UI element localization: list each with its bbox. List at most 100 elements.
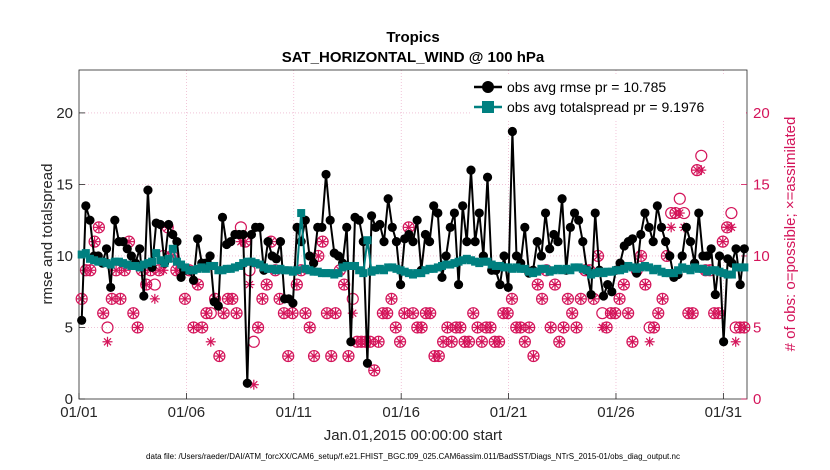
- obs-possible-point: [368, 364, 381, 377]
- obs-possible-point: [613, 292, 626, 305]
- asterisk-stroke: [602, 323, 611, 332]
- spread-point: [342, 261, 351, 270]
- obs-assimilated-point: [317, 236, 328, 247]
- obs-possible-point: [708, 307, 721, 320]
- obs-possible-point: [544, 321, 557, 334]
- spread-point: [462, 254, 471, 263]
- rmse-point: [346, 337, 356, 347]
- obs-possible-point: [105, 292, 118, 305]
- obs-assimilated-point: [575, 293, 586, 304]
- spread-point: [653, 264, 662, 273]
- rmse-point: [217, 212, 228, 222]
- spread-point: [661, 269, 670, 278]
- spread-point: [524, 267, 533, 276]
- obs-assimilated-point: [149, 293, 160, 304]
- obs-possible-point: [316, 235, 329, 248]
- rmse-point: [288, 298, 298, 308]
- spread-point: [371, 266, 380, 275]
- obs-assimilated-point: [179, 293, 190, 304]
- obs-possible-point: [419, 307, 433, 320]
- asterisk-stroke: [305, 323, 314, 332]
- spread-point: [450, 259, 459, 268]
- asterisk-stroke: [99, 309, 108, 318]
- rmse-point: [466, 165, 476, 175]
- legend-spread-label: obs avg totalspread pr = 9.1976: [507, 99, 705, 115]
- rmse-point: [644, 222, 654, 232]
- spread-point: [222, 264, 231, 273]
- rmse-point: [101, 244, 112, 254]
- obs-possible-point: [411, 321, 424, 334]
- rmse-point: [122, 244, 132, 254]
- obs-possible-point: [260, 278, 273, 291]
- spread-point: [458, 256, 467, 265]
- obs-possible-point: [432, 349, 445, 363]
- obs-assimilated-point: [519, 336, 530, 347]
- asterisk-stroke: [318, 237, 327, 246]
- spread-point: [574, 263, 583, 272]
- obs-assimilated-point: [102, 336, 113, 347]
- asterisk-stroke: [443, 323, 452, 332]
- spread-point: [587, 270, 596, 279]
- obs-possible-point: [437, 335, 450, 348]
- rmse-point: [135, 244, 145, 254]
- rmse-point: [578, 237, 588, 247]
- obs-possible-point: [428, 349, 441, 363]
- rmse-point: [387, 222, 397, 232]
- spread-point: [665, 269, 674, 278]
- spread-point: [487, 260, 496, 269]
- spread-point: [632, 264, 641, 273]
- asterisk-stroke: [279, 309, 288, 318]
- rmse-point: [321, 169, 331, 180]
- spread-point: [309, 267, 318, 276]
- obs-assimilated-point: [554, 336, 565, 347]
- spread-point: [500, 263, 509, 272]
- y2-tick-label: 5: [753, 319, 761, 336]
- obs-assimilated-point: [601, 322, 612, 333]
- asterisk-stroke: [228, 294, 237, 303]
- spread-point: [388, 263, 397, 272]
- spread-point: [454, 257, 463, 266]
- asterisk-stroke: [417, 323, 426, 332]
- rmse-point: [176, 272, 186, 283]
- asterisk-stroke: [740, 323, 749, 332]
- rmse-point: [317, 222, 327, 232]
- asterisk-stroke: [533, 280, 542, 289]
- rmse-point: [172, 237, 182, 247]
- obs-assimilated-point: [326, 351, 337, 362]
- obs-possible-point: [127, 307, 140, 320]
- rmse-point: [640, 208, 650, 218]
- rmse-point: [213, 301, 223, 311]
- spread-point: [181, 263, 190, 272]
- obs-possible-point: [462, 335, 476, 348]
- obs-possible-point: [535, 292, 549, 305]
- spread-point: [168, 244, 177, 253]
- rmse-point: [507, 126, 517, 137]
- spread-point: [624, 261, 633, 270]
- legend-box: [470, 75, 746, 119]
- obs-possible-point: [325, 349, 338, 363]
- spread-point: [235, 261, 244, 270]
- spread-point: [363, 236, 372, 245]
- obs-possible-point: [527, 349, 540, 363]
- obs-assimilated-point: [442, 322, 453, 333]
- rmse-point: [694, 208, 704, 218]
- obs-possible-point: [505, 292, 519, 305]
- asterisk-stroke: [284, 352, 293, 361]
- spread-point: [504, 263, 513, 272]
- spread-point: [375, 264, 384, 273]
- obs-assimilated-point: [304, 322, 315, 333]
- chart-subtitle: SAT_HORIZONTAL_WIND @ 100 hPa: [282, 49, 545, 66]
- obs-assimilated-point: [395, 336, 406, 347]
- rmse-point: [226, 237, 236, 247]
- spread-point: [566, 266, 575, 275]
- rmse-point: [503, 282, 513, 293]
- obs-assimilated-point: [257, 293, 268, 304]
- spread-point: [330, 270, 339, 279]
- rmse-point: [511, 251, 522, 261]
- spread-point: [247, 257, 256, 266]
- obs-assimilated-point: [657, 293, 668, 304]
- obs-assimilated-point: [666, 222, 677, 233]
- spread-point: [326, 269, 335, 278]
- asterisk-stroke: [469, 309, 478, 318]
- asterisk-stroke: [370, 366, 379, 375]
